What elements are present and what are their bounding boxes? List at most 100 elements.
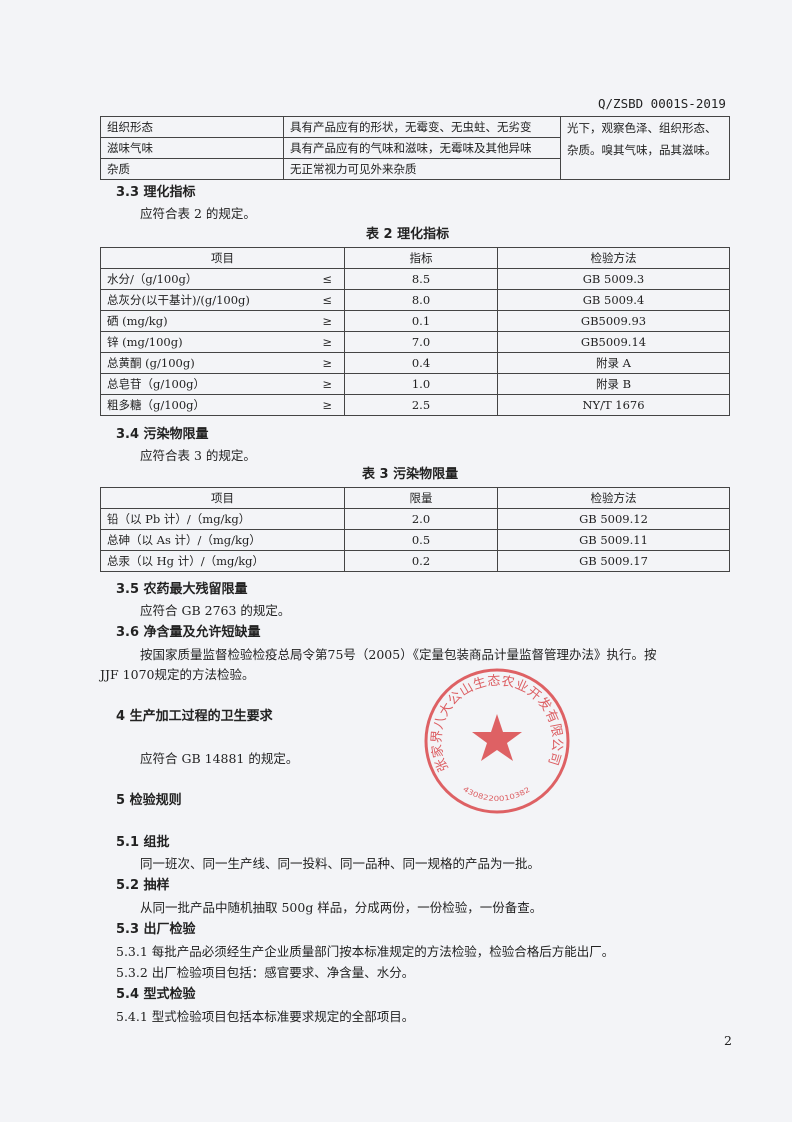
cell: GB5009.14 [497, 331, 730, 353]
paragraph: 5.3.2 出厂检验项目包括：感官要求、净含量、水分。 [116, 965, 415, 980]
item-label: 粗多糖（g/100g） [107, 398, 206, 412]
item-cell: ≥ 硒 (mg/kg) [100, 310, 345, 332]
cell: 2.0 [344, 508, 498, 530]
section-heading: 5.4 型式检验 [116, 987, 196, 1002]
cell: 2.5 [344, 394, 498, 416]
cell: 0.4 [344, 352, 498, 374]
table-row: ≥ 总黄酮 (g/100g) 0.4 附录 A [100, 352, 730, 374]
header-cell: 项目 [100, 247, 345, 269]
paragraph: 应符合表 2 的规定。 [140, 206, 256, 221]
method-line: 杂质。嗅其气味，品其滋味。 [567, 143, 717, 157]
table-row: 总砷（以 As 计）/（mg/kg） 0.5 GB 5009.11 [100, 529, 730, 551]
cell: 1.0 [344, 373, 498, 395]
table-caption: 表 2 理化指标 [366, 227, 450, 242]
cell: NY/T 1676 [497, 394, 730, 416]
section-heading: 5.3 出厂检验 [116, 922, 196, 937]
cell: GB 5009.17 [497, 550, 730, 572]
item-cell: ≥ 总皂苷（g/100g） [100, 373, 345, 395]
item-label: 硒 (mg/kg) [107, 314, 168, 328]
cell: 0.1 [344, 310, 498, 332]
relation-symbol: ≤ [322, 293, 332, 307]
section-heading: 4 生产加工过程的卫生要求 [116, 709, 273, 724]
cell: 8.5 [344, 268, 498, 290]
table-row: 总汞（以 Hg 计）/（mg/kg） 0.2 GB 5009.17 [100, 550, 730, 572]
relation-symbol: ≥ [322, 398, 332, 412]
item-label: 总灰分(以干基计)/(g/100g) [107, 293, 250, 307]
cell: 总砷（以 As 计）/（mg/kg） [100, 529, 345, 551]
item-cell: ≤ 总灰分(以干基计)/(g/100g) [100, 289, 345, 311]
item-label: 总黄酮 (g/100g) [107, 356, 195, 370]
cell: 滋味气味 [100, 137, 284, 159]
cell: 附录 B [497, 373, 730, 395]
header-cell: 指标 [344, 247, 498, 269]
section-heading: 3.3 理化指标 [116, 185, 196, 200]
relation-symbol: ≥ [322, 335, 332, 349]
method-line: 光下，观察色泽、组织形态、 [567, 121, 717, 135]
item-cell: ≥ 总黄酮 (g/100g) [100, 352, 345, 374]
cell: GB 5009.12 [497, 508, 730, 530]
table-caption: 表 3 污染物限量 [362, 467, 459, 482]
table-row: 组织形态 具有产品应有的形状，无霉变、无虫蛀、无劣变 光下，观察色泽、组织形态、 杂质… [100, 116, 730, 180]
table-row: 杂质 无正常视力可见外来杂质 [100, 158, 730, 180]
table-row: 铅（以 Pb 计）/（mg/kg） 2.0 GB 5009.12 [100, 508, 730, 530]
header-cell: 检验方法 [497, 247, 730, 269]
cell: 铅（以 Pb 计）/（mg/kg） [100, 508, 345, 530]
section-heading: 5.2 抽样 [116, 878, 170, 893]
item-cell: ≤ 水分/（g/100g） [100, 268, 345, 290]
table-row: ≥ 总皂苷（g/100g） 1.0 附录 B [100, 373, 730, 395]
section-heading: 5.1 组批 [116, 835, 170, 850]
item-label: 总皂苷（g/100g） [107, 377, 206, 391]
paragraph: JJF 1070规定的方法检验。 [100, 667, 255, 682]
paragraph: 同一班次、同一生产线、同一投料、同一品种、同一规格的产品为一批。 [140, 856, 541, 871]
sensory-table: 组织形态 具有产品应有的形状，无霉变、无虫蛀、无劣变 光下，观察色泽、组织形态、 杂质… [100, 116, 730, 180]
star-icon [472, 714, 522, 761]
relation-symbol: ≥ [322, 377, 332, 391]
section-heading: 3.6 净含量及允许短缺量 [116, 625, 261, 640]
cell: 具有产品应有的气味和滋味，无霉味及其他异味 [283, 137, 561, 159]
cell: GB 5009.3 [497, 268, 730, 290]
paragraph: 应符合 GB 14881 的规定。 [140, 751, 299, 766]
header-cell: 检验方法 [497, 487, 730, 509]
paragraph: 应符合表 3 的规定。 [140, 448, 256, 463]
cell: GB 5009.11 [497, 529, 730, 551]
cell: 0.5 [344, 529, 498, 551]
contaminant-table: 项目 限量 检验方法 铅（以 Pb 计）/（mg/kg） 2.0 GB 5009.12 总… [100, 487, 730, 572]
cell: 0.2 [344, 550, 498, 572]
item-label: 水分/（g/100g） [107, 272, 198, 286]
table-row: ≤ 水分/（g/100g） 8.5 GB 5009.3 [100, 268, 730, 290]
item-label: 锌 (mg/100g) [107, 335, 183, 349]
cell: 组织形态 [100, 116, 284, 138]
section-heading: 5 检验规则 [116, 793, 182, 808]
table-header-row: 项目 指标 检验方法 [100, 247, 730, 269]
cell: 具有产品应有的形状，无霉变、无虫蛀、无劣变 [283, 116, 561, 138]
paragraph: 按国家质量监督检验检疫总局令第75号（2005）《定量包装商品计量监督管理办法》… [140, 647, 657, 662]
doc-code: Q/ZSBD 0001S-2019 [598, 96, 726, 111]
relation-symbol: ≥ [322, 356, 332, 370]
cell: 总汞（以 Hg 计）/（mg/kg） [100, 550, 345, 572]
header-cell: 项目 [100, 487, 345, 509]
relation-symbol: ≥ [322, 314, 332, 328]
table-row: ≥ 粗多糖（g/100g） 2.5 NY/T 1676 [100, 394, 730, 416]
seal-ring [424, 668, 570, 814]
item-cell: ≥ 粗多糖（g/100g） [100, 394, 345, 416]
company-seal: 张家界八大公山生态农业开发有限公司 4308220010382 [424, 668, 570, 814]
paragraph: 5.3.1 每批产品必须经生产企业质量部门按本标准规定的方法检验，检验合格后方能… [116, 944, 615, 959]
cell: 无正常视力可见外来杂质 [283, 158, 561, 180]
section-heading: 3.5 农药最大残留限量 [116, 582, 248, 597]
section-heading: 3.4 污染物限量 [116, 427, 209, 442]
relation-symbol: ≤ [322, 272, 332, 286]
page-number: 2 [724, 1033, 732, 1048]
method-cell: 光下，观察色泽、组织形态、 杂质。嗅其气味，品其滋味。 [560, 116, 730, 180]
paragraph: 从同一批产品中随机抽取 500g 样品，分成两份，一份检验，一份备查。 [140, 900, 543, 915]
seal-number: 4308220010382 [461, 785, 531, 803]
table-row: ≥ 硒 (mg/kg) 0.1 GB5009.93 [100, 310, 730, 332]
cell: 杂质 [100, 158, 284, 180]
cell: 附录 A [497, 352, 730, 374]
header-cell: 限量 [344, 487, 498, 509]
cell: GB5009.93 [497, 310, 730, 332]
cell: GB 5009.4 [497, 289, 730, 311]
paragraph: 5.4.1 型式检验项目包括本标准要求规定的全部项目。 [116, 1009, 415, 1024]
paragraph: 应符合 GB 2763 的规定。 [140, 603, 291, 618]
cell: 7.0 [344, 331, 498, 353]
